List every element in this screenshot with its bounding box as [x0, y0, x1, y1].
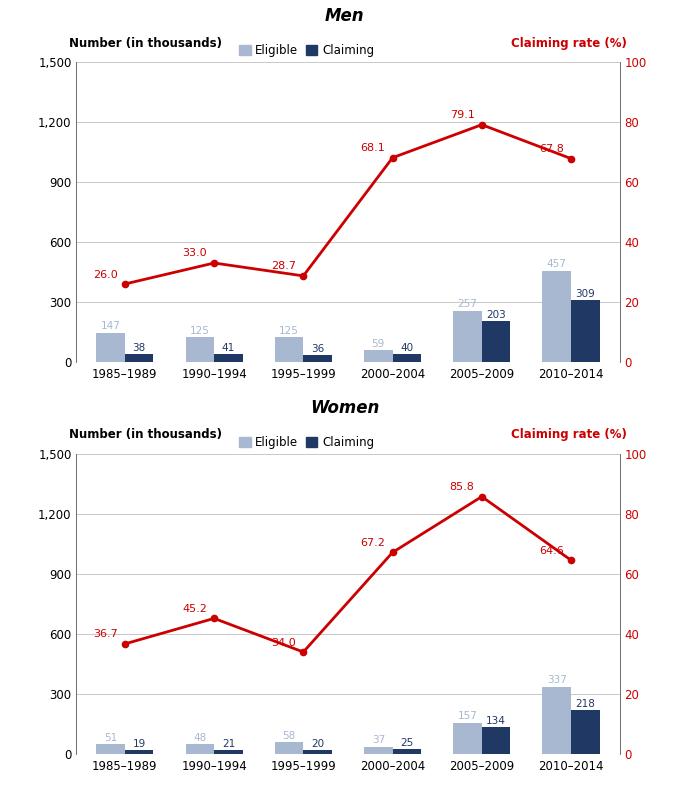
Text: 218: 218 [575, 699, 595, 709]
Text: 67.2: 67.2 [360, 538, 385, 548]
Bar [482, 727, 511, 754]
Bar [453, 310, 482, 362]
Text: 68.1: 68.1 [360, 143, 385, 153]
Bar [303, 750, 332, 754]
Bar [185, 337, 214, 362]
Bar [364, 747, 393, 754]
Text: 203: 203 [486, 310, 506, 320]
Bar [214, 750, 243, 754]
Bar [393, 354, 421, 362]
Text: 20: 20 [311, 739, 324, 748]
Text: 40: 40 [400, 343, 413, 352]
Legend: Eligible, Claiming: Eligible, Claiming [234, 40, 379, 62]
Text: 85.8: 85.8 [450, 482, 475, 492]
Text: 19: 19 [132, 739, 146, 749]
Bar [393, 749, 421, 754]
Bar [571, 710, 599, 754]
Text: 125: 125 [279, 326, 299, 336]
Text: 257: 257 [457, 299, 477, 310]
Text: 337: 337 [547, 676, 566, 685]
Bar [275, 337, 303, 362]
Text: 457: 457 [547, 260, 566, 269]
Bar [96, 333, 125, 362]
Bar [125, 750, 154, 754]
Bar [275, 742, 303, 754]
Text: 59: 59 [371, 339, 385, 349]
Bar [185, 744, 214, 754]
Text: Number (in thousands): Number (in thousands) [69, 428, 222, 441]
Text: 64.6: 64.6 [539, 546, 564, 556]
Text: Women: Women [310, 399, 379, 417]
Text: 37: 37 [371, 736, 385, 745]
Bar [571, 300, 599, 362]
Text: 157: 157 [457, 711, 477, 722]
Text: 34.0: 34.0 [271, 638, 296, 648]
Bar [214, 354, 243, 362]
Legend: Eligible, Claiming: Eligible, Claiming [234, 432, 379, 454]
Bar [482, 322, 511, 362]
Text: Number (in thousands): Number (in thousands) [69, 36, 222, 49]
Text: Claiming rate (%): Claiming rate (%) [511, 428, 627, 441]
Text: 25: 25 [400, 738, 413, 748]
Text: 33.0: 33.0 [182, 249, 207, 258]
Bar [96, 744, 125, 754]
Bar [453, 722, 482, 754]
Text: 45.2: 45.2 [182, 604, 207, 614]
Bar [364, 350, 393, 362]
Text: 28.7: 28.7 [271, 261, 296, 272]
Text: 36: 36 [311, 344, 325, 353]
Text: Claiming rate (%): Claiming rate (%) [511, 36, 627, 49]
Text: 36.7: 36.7 [93, 630, 118, 639]
Text: 67.8: 67.8 [539, 144, 564, 154]
Bar [303, 355, 332, 362]
Text: 51: 51 [104, 733, 117, 743]
Text: 125: 125 [190, 326, 209, 336]
Text: 38: 38 [132, 343, 146, 353]
Text: 309: 309 [575, 289, 595, 299]
Bar [542, 687, 571, 754]
Text: Men: Men [325, 7, 364, 25]
Bar [125, 354, 154, 362]
Text: 26.0: 26.0 [93, 269, 118, 280]
Text: 79.1: 79.1 [450, 110, 475, 120]
Bar [542, 271, 571, 362]
Text: 21: 21 [222, 739, 235, 748]
Text: 41: 41 [222, 343, 235, 352]
Text: 48: 48 [193, 733, 207, 743]
Text: 134: 134 [486, 716, 506, 726]
Text: 58: 58 [282, 731, 296, 741]
Text: 147: 147 [101, 322, 121, 331]
